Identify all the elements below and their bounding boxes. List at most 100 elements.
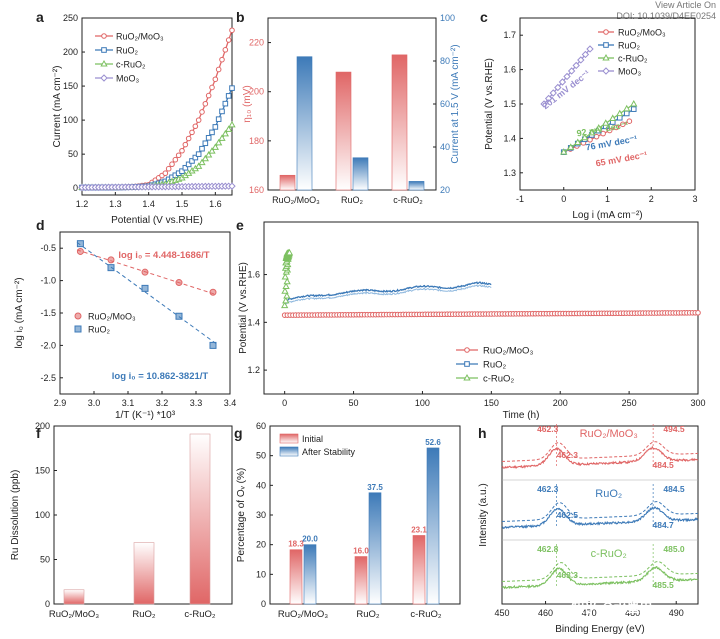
panel-b-frame bbox=[267, 17, 437, 191]
panel-a-marker bbox=[211, 143, 219, 150]
panel-c-marker bbox=[544, 94, 553, 103]
panel-d-point bbox=[175, 312, 183, 320]
panel-a-xtick-label: 1.5 bbox=[176, 199, 189, 209]
panel-d-point bbox=[107, 256, 115, 264]
panel-h-peak-label: 484.5 bbox=[663, 484, 685, 494]
panel-g-value-label-after: 20.0 bbox=[302, 535, 318, 544]
panel-c-ytick-label: 1.5 bbox=[503, 99, 516, 109]
panel-g-category-label: RuO₂ bbox=[356, 609, 380, 620]
panel-c-xlabel: Log i (mA cm⁻²) bbox=[572, 210, 642, 221]
panel-b-ytick-label: 220 bbox=[249, 38, 264, 48]
panel-e-marker bbox=[282, 296, 290, 304]
panel-letter-d: d bbox=[36, 217, 45, 233]
panel-a-marker bbox=[169, 161, 175, 168]
panel-a-marker bbox=[201, 154, 209, 162]
panel-c-legend-label: RuO₂ bbox=[618, 41, 641, 51]
panel-c-marker bbox=[581, 133, 589, 141]
panel-e-ytick-label: 1.4 bbox=[247, 317, 260, 327]
panel-b-ytick-label-right: 20 bbox=[440, 185, 450, 195]
panel-a-marker bbox=[205, 135, 212, 141]
panel-a-marker bbox=[212, 76, 219, 83]
panel-letter-h: h bbox=[478, 425, 487, 441]
panel-h-spectrum-line bbox=[501, 445, 699, 469]
panel-c-xtick-label: 0 bbox=[561, 194, 566, 204]
panel-c-marker bbox=[572, 61, 580, 70]
panel-g-bar-after bbox=[303, 544, 317, 605]
panel-a-ytick-label: 250 bbox=[63, 13, 78, 23]
panel-c-marker bbox=[595, 124, 603, 131]
panel-c-marker bbox=[563, 72, 571, 81]
panel-e-marker bbox=[281, 301, 289, 309]
panel-b-ylabel-right: Current at 1.5 V (mA cm⁻²) bbox=[450, 44, 461, 163]
panel-g-ytick-label: 40 bbox=[256, 480, 266, 490]
panel-c-marker bbox=[613, 124, 620, 131]
panel-d-fit-label: log i₀ = 4.448-1686/T bbox=[118, 250, 209, 261]
panel-e-xtick-label: 0 bbox=[282, 398, 287, 408]
panel-d-xlabel: 1/T (K⁻¹) *10³ bbox=[115, 410, 176, 421]
panel-a-marker bbox=[208, 147, 216, 154]
panel-a-legend-label: c-RuO₂ bbox=[116, 60, 146, 70]
panel-a-marker bbox=[175, 152, 182, 159]
panel-d-point bbox=[141, 284, 149, 292]
panel-g-value-label-after: 52.6 bbox=[425, 438, 441, 447]
panel-f-bar bbox=[133, 542, 155, 605]
panel-a-legend-label: RuO₂ bbox=[116, 46, 139, 56]
article-header: View Article On DOI: 10.1039/D4EE0254 bbox=[616, 0, 716, 22]
panel-a-marker bbox=[182, 164, 189, 171]
panel-e-legend-label: RuO₂/MoO₃ bbox=[483, 346, 533, 357]
panel-e-xtick-label: 300 bbox=[690, 398, 705, 408]
panel-e-marker bbox=[281, 287, 289, 294]
panel-a-marker bbox=[202, 100, 209, 107]
panel-letter-b: b bbox=[236, 9, 245, 25]
panel-a-legend-marker bbox=[101, 47, 107, 53]
panel-d-point bbox=[175, 279, 183, 287]
panel-f-category-label: RuO₂ bbox=[132, 609, 156, 620]
panel-a-xtick-label: 1.2 bbox=[76, 199, 89, 209]
panel-d-point bbox=[76, 247, 84, 255]
panel-a-marker bbox=[205, 150, 213, 158]
panel-b-bar-eta bbox=[391, 54, 408, 191]
panel-c-marker bbox=[616, 109, 624, 117]
panel-g-category-label: RuO₂/MoO₃ bbox=[278, 609, 328, 620]
panel-f-ytick-label: 0 bbox=[45, 599, 50, 609]
panel-c-legend-marker bbox=[603, 29, 609, 35]
panel-d-ylabel: log i₀ (mA cm⁻²) bbox=[14, 277, 25, 348]
panel-c-legend-marker bbox=[602, 67, 610, 75]
panel-c-marker bbox=[602, 119, 610, 126]
panel-c-marker bbox=[616, 114, 623, 121]
panel-c-marker bbox=[554, 83, 562, 92]
panel-c-legend-marker bbox=[602, 53, 610, 61]
panel-a-marker bbox=[215, 116, 222, 122]
panel-a-series-line bbox=[82, 30, 233, 189]
view-article-link[interactable]: View Article On bbox=[655, 0, 716, 10]
panel-c-ytick-label: 1.3 bbox=[503, 168, 516, 178]
panel-c-legend-label: MoO₃ bbox=[618, 67, 642, 77]
panel-a-marker bbox=[228, 182, 236, 190]
panel-a-marker bbox=[215, 138, 223, 146]
panel-f-ytick-label: 200 bbox=[35, 421, 50, 431]
panel-a-legend-label: MoO₃ bbox=[116, 74, 140, 84]
panel-a-marker bbox=[198, 158, 206, 166]
panel-b-bar-eta bbox=[279, 174, 296, 191]
panel-g-ytick-label: 50 bbox=[256, 451, 266, 461]
panel-g-ytick-label: 30 bbox=[256, 510, 266, 520]
panel-f-bar bbox=[189, 433, 211, 605]
panel-e-xtick-label: 250 bbox=[622, 398, 637, 408]
panel-h-peak-label: 462.5 bbox=[557, 510, 579, 520]
panel-a-marker bbox=[219, 56, 225, 63]
panel-c-marker bbox=[577, 56, 585, 64]
panel-e-series-line-ruo2-shadow bbox=[284, 284, 492, 305]
panel-a-marker bbox=[215, 66, 222, 73]
panel-g-ylabel: Percentage of Oᵥ (%) bbox=[236, 468, 247, 562]
panel-g-legend-swatch bbox=[279, 433, 299, 444]
panel-c-xtick-label: 2 bbox=[649, 194, 654, 204]
panel-g-ytick-label: 0 bbox=[261, 599, 266, 609]
panel-a-marker bbox=[195, 162, 203, 169]
panel-g-category-label: c-RuO₂ bbox=[410, 609, 441, 620]
panel-c-marker bbox=[606, 127, 613, 134]
panel-e-ytick-label: 1.6 bbox=[247, 270, 260, 280]
panel-b-category-label: RuO₂/MoO₃ bbox=[272, 195, 320, 205]
panel-c-ytick-label: 1.4 bbox=[503, 133, 516, 143]
panel-a-marker bbox=[192, 154, 199, 161]
panel-a-marker bbox=[185, 135, 192, 142]
